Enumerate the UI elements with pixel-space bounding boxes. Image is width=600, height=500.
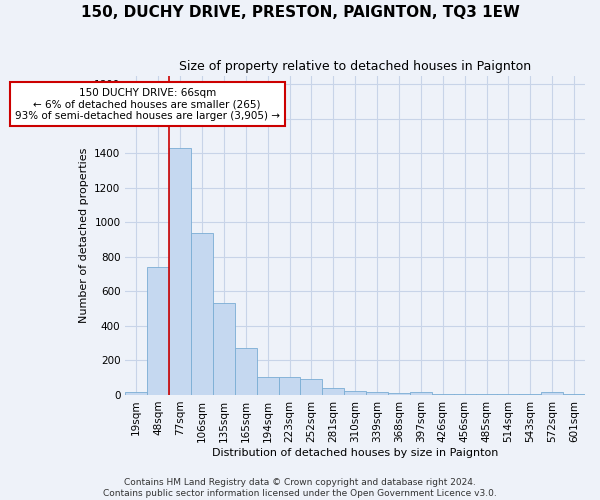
- Text: 150 DUCHY DRIVE: 66sqm
← 6% of detached houses are smaller (265)
93% of semi-det: 150 DUCHY DRIVE: 66sqm ← 6% of detached …: [15, 88, 280, 121]
- Bar: [278, 377, 301, 395]
- Bar: [125, 392, 147, 395]
- Bar: [322, 388, 344, 395]
- Bar: [301, 380, 322, 395]
- Bar: [169, 148, 191, 395]
- Title: Size of property relative to detached houses in Paignton: Size of property relative to detached ho…: [179, 60, 531, 73]
- Bar: [388, 393, 410, 395]
- Bar: [366, 392, 388, 395]
- Bar: [257, 377, 278, 395]
- Bar: [432, 394, 454, 395]
- Bar: [344, 390, 366, 395]
- Bar: [497, 394, 520, 395]
- Text: 150, DUCHY DRIVE, PRESTON, PAIGNTON, TQ3 1EW: 150, DUCHY DRIVE, PRESTON, PAIGNTON, TQ3…: [80, 5, 520, 20]
- Bar: [476, 394, 497, 395]
- Bar: [213, 304, 235, 395]
- Bar: [541, 392, 563, 395]
- Bar: [520, 394, 541, 395]
- Bar: [563, 394, 585, 395]
- X-axis label: Distribution of detached houses by size in Paignton: Distribution of detached houses by size …: [212, 448, 499, 458]
- Bar: [191, 232, 213, 395]
- Bar: [235, 348, 257, 395]
- Y-axis label: Number of detached properties: Number of detached properties: [79, 148, 89, 323]
- Text: Contains HM Land Registry data © Crown copyright and database right 2024.
Contai: Contains HM Land Registry data © Crown c…: [103, 478, 497, 498]
- Bar: [410, 392, 432, 395]
- Bar: [147, 267, 169, 395]
- Bar: [454, 394, 476, 395]
